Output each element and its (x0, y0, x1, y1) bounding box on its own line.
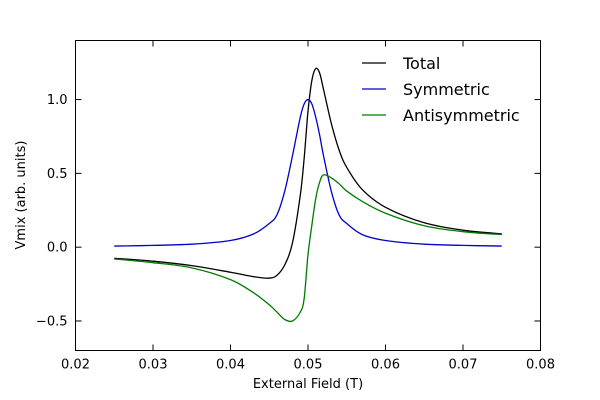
x-tick-label: 0.07 (449, 358, 478, 373)
legend-item-total: Total (362, 54, 440, 73)
x-tick-label: 0.04 (216, 358, 245, 373)
legend-label: Total (402, 54, 440, 73)
y-tick-label: 0.0 (47, 241, 68, 256)
legend: Total Symmetric Antisymmetric (362, 54, 520, 125)
plot-area: 0.02 0.03 0.04 0.05 0.06 0.07 0.08 −0.5 0.0 0.5 1… (36, 40, 555, 373)
y-tick-labels: −0.5 0.0 0.5 1.0 (36, 93, 68, 329)
x-tick-labels: 0.02 0.03 0.04 0.05 0.06 0.07 0.08 (61, 358, 555, 373)
legend-item-antisymmetric: Antisymmetric (362, 106, 520, 125)
x-tick-marks (75, 40, 541, 351)
series-line-symmetric (114, 98, 502, 247)
x-tick-label: 0.05 (294, 358, 323, 373)
y-tick-marks (75, 99, 541, 322)
x-tick-label: 0.02 (61, 358, 90, 373)
series-layer (114, 67, 502, 323)
y-tick-label: 1.0 (47, 93, 68, 108)
series-line-antisymmetric (114, 174, 502, 323)
x-tick-label: 0.08 (526, 358, 555, 373)
legend-item-symmetric: Symmetric (362, 80, 490, 99)
series-line-total (114, 67, 502, 279)
x-tick-label: 0.06 (371, 358, 400, 373)
x-tick-label: 0.03 (139, 358, 168, 373)
y-tick-label: −0.5 (36, 314, 68, 329)
legend-label: Symmetric (403, 80, 490, 99)
y-axis-title: Vmix (arb. units) (14, 141, 29, 250)
y-tick-label: 0.5 (47, 167, 68, 182)
x-axis-title: External Field (T) (253, 377, 363, 392)
legend-label: Antisymmetric (403, 106, 520, 125)
